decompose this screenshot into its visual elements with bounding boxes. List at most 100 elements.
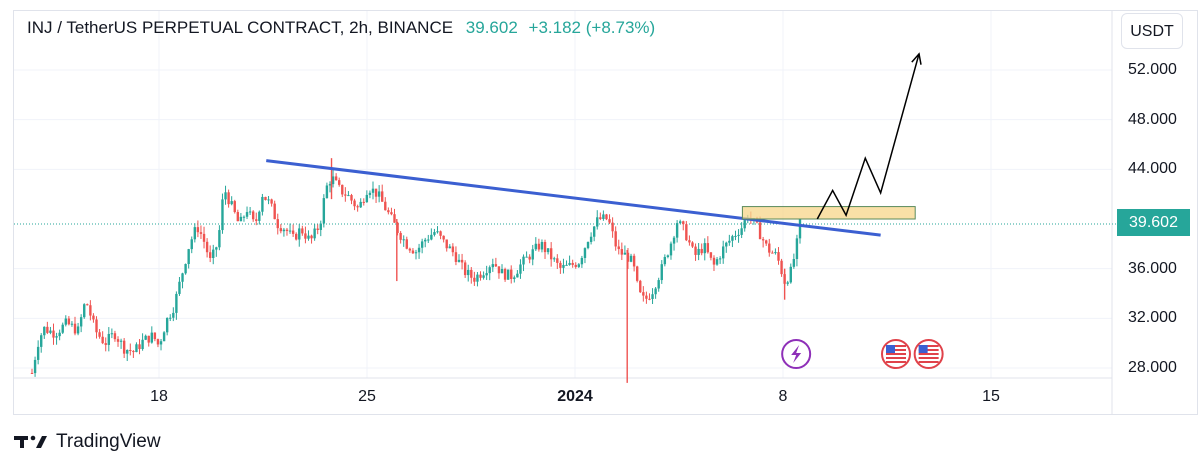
candle-body	[642, 292, 645, 296]
candle-body	[454, 252, 458, 262]
current-price-label: 39.602	[1117, 209, 1190, 236]
candle-body	[522, 256, 525, 265]
candle-body	[76, 326, 80, 334]
candle-body	[107, 333, 110, 345]
candle-body	[316, 228, 319, 230]
candle-body	[648, 298, 651, 300]
candle-body	[519, 264, 522, 274]
candle-body	[310, 235, 313, 239]
candle-body	[448, 246, 451, 249]
candle-body	[374, 188, 378, 197]
candle-body	[377, 191, 381, 197]
flag-stripe	[918, 361, 939, 363]
candle-body	[390, 212, 393, 215]
candle-body	[301, 228, 304, 234]
candle-body	[135, 344, 138, 353]
candle-body	[491, 264, 494, 268]
candle-body	[242, 216, 246, 218]
candle-body	[86, 304, 89, 306]
candle-body	[596, 217, 599, 227]
candle-body	[267, 199, 270, 201]
chart-panel[interactable]	[13, 10, 1198, 415]
candle-body	[144, 335, 147, 340]
flag-stripe	[886, 361, 906, 363]
candle-body	[562, 264, 565, 268]
candle-body	[138, 344, 141, 350]
candle-body	[599, 217, 602, 219]
tradingview-logo-icon	[14, 435, 47, 448]
candle-body	[534, 243, 538, 250]
candle-body	[715, 259, 719, 265]
candle-body	[583, 248, 587, 258]
price-tick-label: 36.000	[1128, 259, 1177, 277]
candle-body	[92, 315, 95, 320]
candle-body	[258, 211, 261, 221]
candle-body	[503, 269, 507, 280]
candle-body	[322, 198, 326, 224]
candle-body	[586, 241, 590, 249]
candle-body	[178, 281, 181, 294]
time-tick-label: 8	[778, 388, 788, 405]
candle-body	[553, 258, 556, 260]
chart-grid	[14, 11, 1116, 415]
candle-body	[328, 184, 332, 186]
flag-stripe	[918, 353, 939, 355]
candle-body	[777, 252, 780, 261]
candle-body	[181, 273, 184, 282]
candle-body	[193, 227, 197, 240]
currency-button[interactable]: USDT	[1121, 13, 1183, 49]
candle-body	[64, 318, 67, 325]
candle-body	[196, 227, 200, 233]
candle-body	[165, 317, 169, 333]
candle-body	[540, 242, 544, 250]
candle-body	[635, 266, 639, 281]
candle-body	[341, 184, 344, 195]
candle-body	[261, 196, 264, 212]
symbol-title: INJ / TetherUS PERPETUAL CONTRACT, 2h, B…	[27, 18, 454, 37]
candle-body	[531, 249, 534, 260]
candle-body	[706, 243, 710, 253]
lightning-glyph	[791, 345, 802, 363]
candle-body	[685, 224, 688, 241]
flag-stripe	[918, 349, 939, 351]
candle-body	[654, 288, 657, 295]
candle-body	[473, 277, 476, 282]
time-tick-label: 25	[358, 388, 376, 405]
candle-body	[159, 341, 163, 345]
candle-body	[233, 201, 236, 213]
candle-body	[236, 212, 240, 222]
candle-body	[786, 282, 789, 284]
candle-body	[712, 257, 716, 265]
candle-body	[221, 199, 224, 231]
candle-body	[494, 264, 498, 267]
candle-body	[285, 229, 289, 232]
candle-body	[620, 249, 624, 255]
flag-stripe	[886, 357, 906, 359]
tradingview-brand[interactable]: TradingView	[14, 431, 161, 453]
candle-body	[543, 242, 547, 253]
candle-body	[399, 232, 402, 240]
price-tick-label: 28.000	[1128, 359, 1177, 376]
time-tick-label: 15	[982, 388, 1000, 405]
candle-body	[362, 201, 365, 203]
candle-body	[371, 188, 375, 193]
candle-body	[212, 249, 215, 259]
candle-body	[439, 231, 442, 236]
candle-body	[169, 317, 172, 319]
flag-canton	[918, 345, 928, 353]
candle-body	[728, 240, 731, 243]
price-tick-label: 32.000	[1128, 309, 1177, 327]
candle-body	[270, 199, 273, 204]
candle-body	[239, 216, 243, 222]
candle-body	[602, 214, 605, 219]
last-price: 39.602	[465, 18, 518, 37]
candle-body	[89, 305, 92, 316]
candle-body	[208, 252, 212, 259]
arrow-head	[911, 52, 922, 65]
candle-body	[442, 235, 445, 240]
candle-body	[101, 336, 104, 344]
candle-body	[525, 256, 528, 258]
candle-body	[307, 235, 310, 239]
candle-body	[623, 252, 627, 255]
